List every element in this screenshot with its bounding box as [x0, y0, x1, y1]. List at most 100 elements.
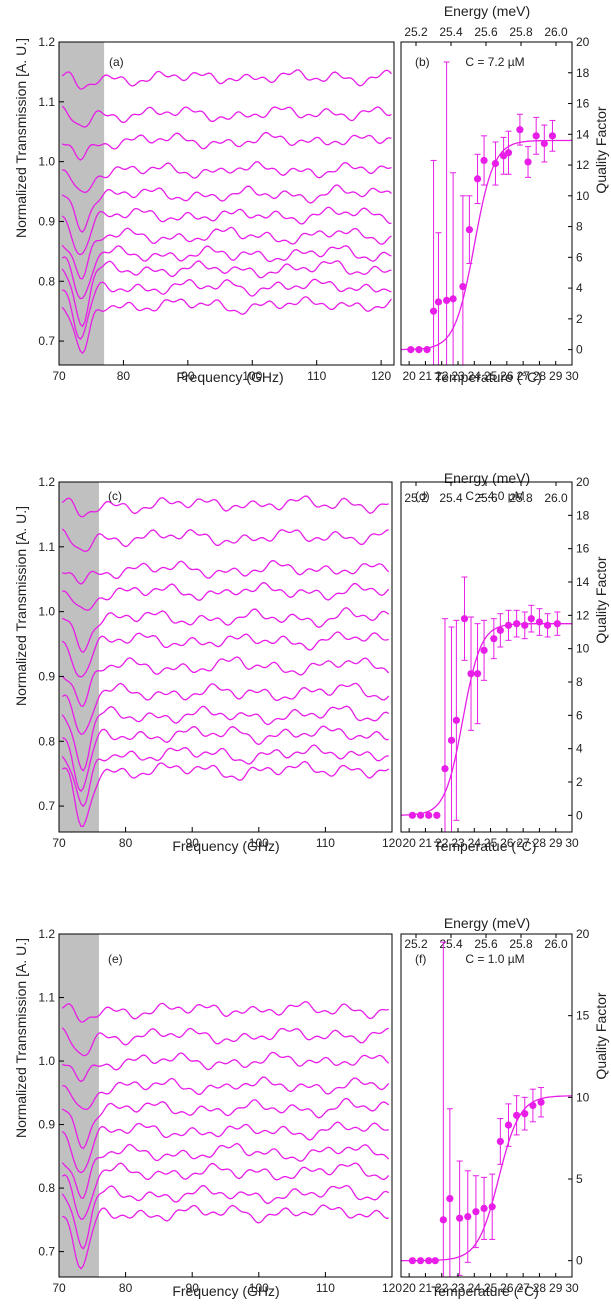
x-tick-label: 100 [242, 369, 262, 383]
top-tick-label: 25.8 [509, 937, 533, 951]
y-tick-label: 1.0 [38, 1054, 55, 1068]
x-tick-label: 24 [468, 836, 482, 850]
data-point [540, 139, 548, 148]
shaded-region [59, 482, 99, 832]
transmission-trace [61, 528, 389, 553]
transmission-trace [61, 1097, 390, 1150]
data-point [423, 346, 431, 354]
y-tick-label: 0.9 [38, 669, 55, 683]
x-tick-label: 20 [402, 1281, 416, 1295]
y-axis-label: Quality Factor [593, 992, 609, 1079]
x-tick-label: 30 [565, 369, 579, 383]
data-point [532, 132, 540, 140]
x-tick-label: 27 [516, 1281, 530, 1295]
x-tick-label: 80 [117, 369, 131, 383]
data-point [480, 156, 488, 165]
data-point [504, 621, 513, 629]
top-tick-label: 25.2 [404, 25, 428, 39]
panel-label: (d) [415, 489, 430, 503]
y-tick-label: 2 [576, 775, 583, 789]
transmission-trace [62, 1204, 389, 1270]
data-point [416, 1257, 425, 1265]
data-point [473, 175, 482, 183]
x-tick-label: 26 [500, 369, 514, 383]
top-tick-label: 25.4 [439, 25, 463, 39]
x-tick-label: 24 [468, 1281, 482, 1295]
x-tick-label: 110 [307, 369, 326, 383]
y-tick-label: 20 [576, 475, 590, 489]
y-tick-label: 0.7 [38, 334, 55, 348]
x-tick-label: 30 [565, 1281, 579, 1295]
row-2: Normalized Transmission [A. U.] Frequenc… [13, 470, 609, 854]
transmission-trace [61, 245, 392, 300]
x-tick-label: 22 [435, 369, 449, 383]
x-tick-label: 120 [382, 836, 402, 850]
plot-frame [400, 933, 573, 1278]
top-tick-label: 25.8 [509, 25, 533, 39]
y-tick-label: 0 [576, 808, 583, 822]
x-tick-label: 120 [371, 369, 391, 383]
data-point [548, 132, 557, 140]
y-tick-label: 18 [576, 508, 590, 522]
x-tick-label: 25 [484, 836, 498, 850]
y-tick-label: 14 [576, 127, 590, 141]
data-point [467, 670, 475, 678]
x-axis-label: Frequency (GHz) [172, 838, 279, 854]
x-tick-label: 29 [549, 369, 563, 383]
transmission-trace [61, 1001, 389, 1023]
transmission-trace [61, 682, 390, 735]
plot-frame [400, 481, 573, 833]
x-tick-label: 30 [565, 836, 579, 850]
x-axis-label: Temperature (°C) [434, 369, 542, 385]
y-tick-label: 12 [576, 158, 590, 172]
panel-label: (c) [108, 489, 122, 503]
concentration-label: C = 1.0 µM [465, 952, 524, 966]
y-tick-label: 0.8 [38, 734, 55, 748]
transmission-trace [62, 1076, 390, 1111]
concentration-label: C = 4.0 µM [465, 489, 524, 503]
transmission-trace [61, 631, 389, 678]
y-tick-label: 8 [576, 220, 583, 234]
data-point [459, 282, 467, 291]
data-point [449, 295, 457, 303]
shaded-region [59, 42, 105, 365]
top-tick-label: 25.2 [404, 491, 428, 505]
top-tick-label: 25.6 [474, 491, 498, 505]
data-point [527, 615, 535, 623]
data-point [429, 307, 438, 315]
plot-frame [58, 41, 395, 366]
top-axis-ticks: 25.2 25.4 25.6 25.8 26.0 [404, 491, 568, 505]
x-tick-label: 24 [468, 369, 482, 383]
data-point [513, 620, 521, 628]
x-tick-label: 29 [549, 836, 563, 850]
panel-label: (f) [415, 952, 426, 966]
data-point [529, 1101, 537, 1110]
y-tick-label: 16 [576, 542, 590, 556]
y-axis-label: Normalized Transmission [A. U.] [13, 506, 29, 706]
y-tick-label: 1.0 [38, 605, 55, 619]
x-tick-label: 80 [119, 836, 133, 850]
x-tick-label: 22 [435, 1281, 449, 1295]
x-tick-label: 21 [419, 369, 433, 383]
data-point [464, 1212, 472, 1221]
transmission-trace [61, 131, 392, 161]
data-point [408, 1257, 416, 1265]
x-tick-label: 25 [484, 369, 498, 383]
plot-frame [58, 933, 393, 1278]
y-tick-label: 4 [576, 281, 583, 295]
x-axis-label: Frequency (GHz) [172, 1283, 279, 1299]
transmission-trace [62, 1051, 390, 1083]
data-point [425, 1257, 433, 1265]
y-tick-label: 0.8 [38, 274, 55, 288]
data-point [472, 1208, 480, 1216]
data-point [543, 621, 552, 629]
x-tick-label: 110 [316, 836, 335, 850]
y-tick-label: 14 [576, 575, 590, 589]
y-tick-label: 0.7 [38, 1245, 55, 1259]
y-tick-label: 1.2 [38, 35, 55, 49]
x-tick-label: 90 [186, 836, 200, 850]
x-axis-label: Temperature (°C) [431, 1283, 539, 1299]
x-axis-label: Temperatue (°C) [434, 838, 537, 854]
fit-curve [400, 1095, 572, 1262]
